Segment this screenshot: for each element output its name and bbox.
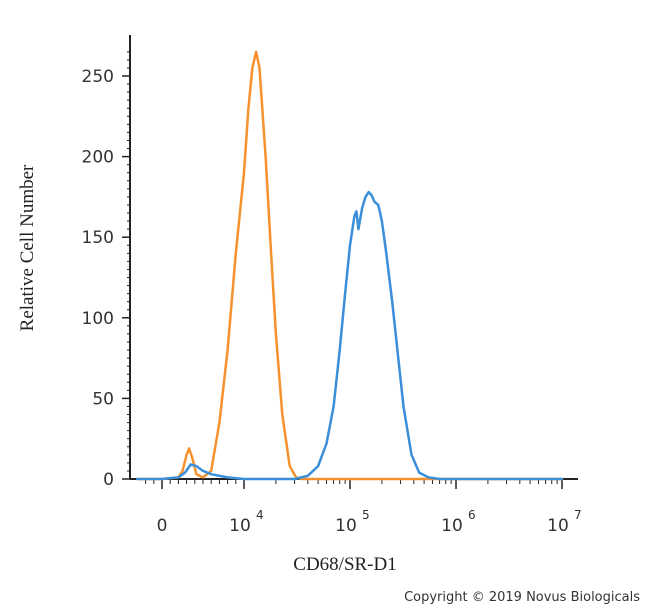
y-tick-label: 200	[82, 148, 114, 168]
x-tick-exponent: 6	[468, 508, 476, 522]
x-tick-exponent: 4	[256, 508, 264, 522]
ticks: 0 50 100 150 200 250 0 10 4 10 5 10 6 10 7	[82, 51, 582, 536]
y-tick-label: 0	[103, 470, 114, 490]
y-tick-label: 250	[82, 67, 114, 87]
x-tick-exponent: 5	[362, 508, 370, 522]
copyright-notice: Copyright © 2019 Novus Biologicals	[404, 590, 640, 605]
y-tick-label: 150	[82, 228, 114, 248]
x-tick-label: 10	[441, 516, 463, 536]
y-tick-label: 100	[82, 309, 114, 329]
x-tick-label: 0	[157, 516, 168, 536]
y-tick-label: 50	[92, 389, 114, 409]
series-line-1	[136, 50, 564, 481]
x-tick-label: 10	[229, 516, 251, 536]
x-tick-label: 10	[547, 516, 569, 536]
series-lines	[136, 50, 564, 481]
y-axis-label: Relative Cell Number	[17, 164, 38, 331]
x-axis-label: CD68/SR-D1	[293, 554, 396, 575]
x-tick-label: 10	[335, 516, 357, 536]
x-tick-exponent: 7	[574, 508, 582, 522]
axes	[129, 35, 578, 480]
series-line-2	[136, 190, 564, 481]
